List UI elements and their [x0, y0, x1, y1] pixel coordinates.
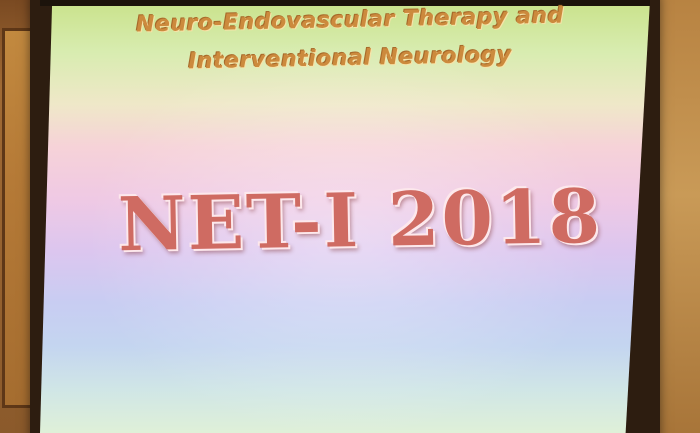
slide-headline: NET-I 2018: [117, 173, 603, 269]
screen-top-edge: [40, 0, 650, 6]
projection-screen: [40, 0, 650, 433]
